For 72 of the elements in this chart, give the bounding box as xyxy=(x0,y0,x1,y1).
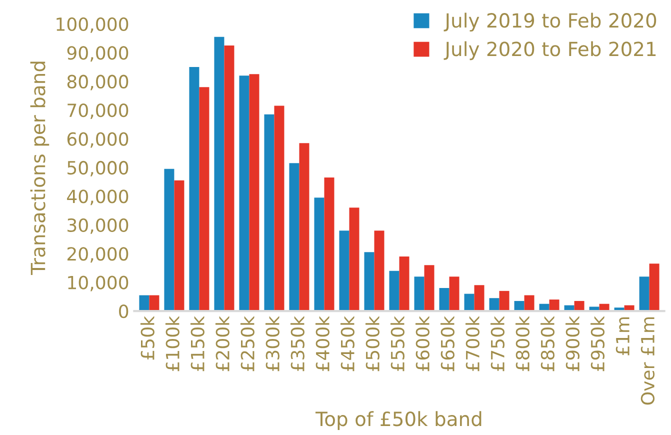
bar xyxy=(549,300,560,312)
x-tick-label: £650k xyxy=(440,316,454,372)
x-tick-label: Over £1m xyxy=(640,317,655,405)
x-tick-label: £750k xyxy=(490,316,504,372)
bar xyxy=(314,198,324,312)
bar xyxy=(474,285,484,312)
y-tick-label: 60,000 xyxy=(67,132,128,148)
x-tick-label: £550k xyxy=(390,316,404,372)
x-tick-label: £350k xyxy=(290,316,304,372)
bar xyxy=(149,295,160,312)
y-tick-label: 40,000 xyxy=(67,190,128,206)
bar xyxy=(424,265,434,312)
bar xyxy=(439,288,450,312)
bar xyxy=(199,87,210,312)
bar xyxy=(189,66,200,312)
bar xyxy=(399,256,410,312)
bar xyxy=(414,276,424,312)
legend-label: July 2020 to Feb 2021 xyxy=(444,41,656,60)
bar xyxy=(489,298,500,312)
bar xyxy=(464,294,474,312)
x-tick-label: £950k xyxy=(590,316,605,372)
bar xyxy=(449,276,460,312)
bar xyxy=(289,163,300,312)
x-axis-title: Top of £50k band xyxy=(315,411,482,430)
bar xyxy=(224,45,234,312)
bar xyxy=(324,178,334,312)
x-tick-label: £500k xyxy=(366,316,380,372)
x-tick-label: £600k xyxy=(416,316,430,372)
bar xyxy=(339,230,350,312)
x-tick-label: £700k xyxy=(466,316,480,372)
x-tick-label: £1m xyxy=(616,317,630,356)
x-tick-label: £50k xyxy=(140,316,154,360)
bar xyxy=(514,300,524,312)
x-tick-label: £450k xyxy=(340,316,354,372)
x-tick-label: £300k xyxy=(265,316,280,372)
x-tick-label: £800k xyxy=(516,316,530,372)
y-axis-title: Transactions per band xyxy=(30,62,50,276)
bar xyxy=(274,106,284,312)
x-tick-label: £850k xyxy=(540,316,555,372)
bar xyxy=(364,252,374,312)
y-tick-label: 100,000 xyxy=(56,17,128,33)
bar xyxy=(164,168,174,312)
bar xyxy=(499,290,510,312)
bar xyxy=(174,180,184,312)
y-tick-label: 80,000 xyxy=(67,74,128,90)
y-tick-label: 20,000 xyxy=(67,247,128,263)
bar xyxy=(639,276,650,312)
x-tick-label: £200k xyxy=(215,316,230,372)
y-tick-label: 10,000 xyxy=(68,276,128,292)
y-tick-label: 70,000 xyxy=(68,104,128,120)
y-tick-label: 0 xyxy=(119,304,128,318)
legend-label: July 2019 to Feb 2020 xyxy=(444,12,656,32)
bar xyxy=(299,143,310,312)
bar xyxy=(524,295,534,312)
bar xyxy=(264,114,274,312)
bar xyxy=(139,295,150,312)
y-tick-label: 90,000 xyxy=(67,46,128,62)
y-tick-label: 30,000 xyxy=(68,218,128,234)
x-tick-label: £150k xyxy=(190,316,204,372)
bar xyxy=(649,264,660,312)
x-tick-label: £250k xyxy=(240,316,254,372)
x-tick-label: £100k xyxy=(165,316,180,372)
bar xyxy=(239,76,250,312)
bar xyxy=(349,208,360,312)
x-tick-label: £400k xyxy=(315,316,330,372)
bar xyxy=(249,74,260,312)
x-tick-label: £900k xyxy=(566,316,580,372)
bar xyxy=(214,36,224,312)
y-tick-label: 50,000 xyxy=(68,160,128,176)
bar xyxy=(389,270,400,312)
bar xyxy=(374,230,384,312)
bar xyxy=(574,300,584,312)
